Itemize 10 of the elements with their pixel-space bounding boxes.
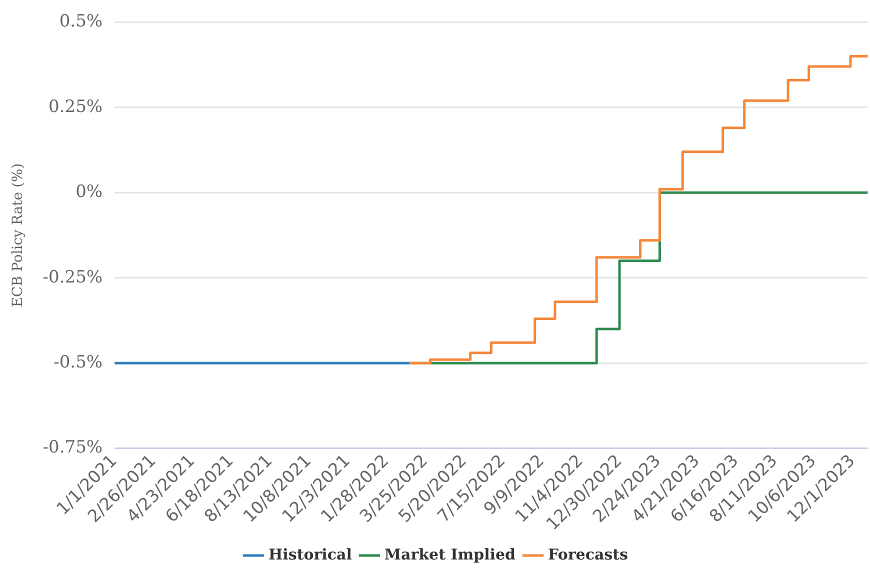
y-tick-label: 0.5%	[59, 12, 103, 32]
y-axis-title: ECB Policy Rate (%)	[10, 163, 26, 308]
legend-label: Historical	[268, 545, 352, 564]
y-tick-label: 0.25%	[48, 96, 103, 117]
y-tick-label: -0.75%	[42, 438, 103, 458]
y-tick-label: -0.25%	[42, 267, 103, 288]
legend-label: Market Implied	[384, 545, 516, 564]
legend-label: Forecasts	[548, 545, 628, 564]
y-tick-label: -0.5%	[54, 352, 103, 372]
y-tick-label: 0%	[76, 182, 103, 202]
